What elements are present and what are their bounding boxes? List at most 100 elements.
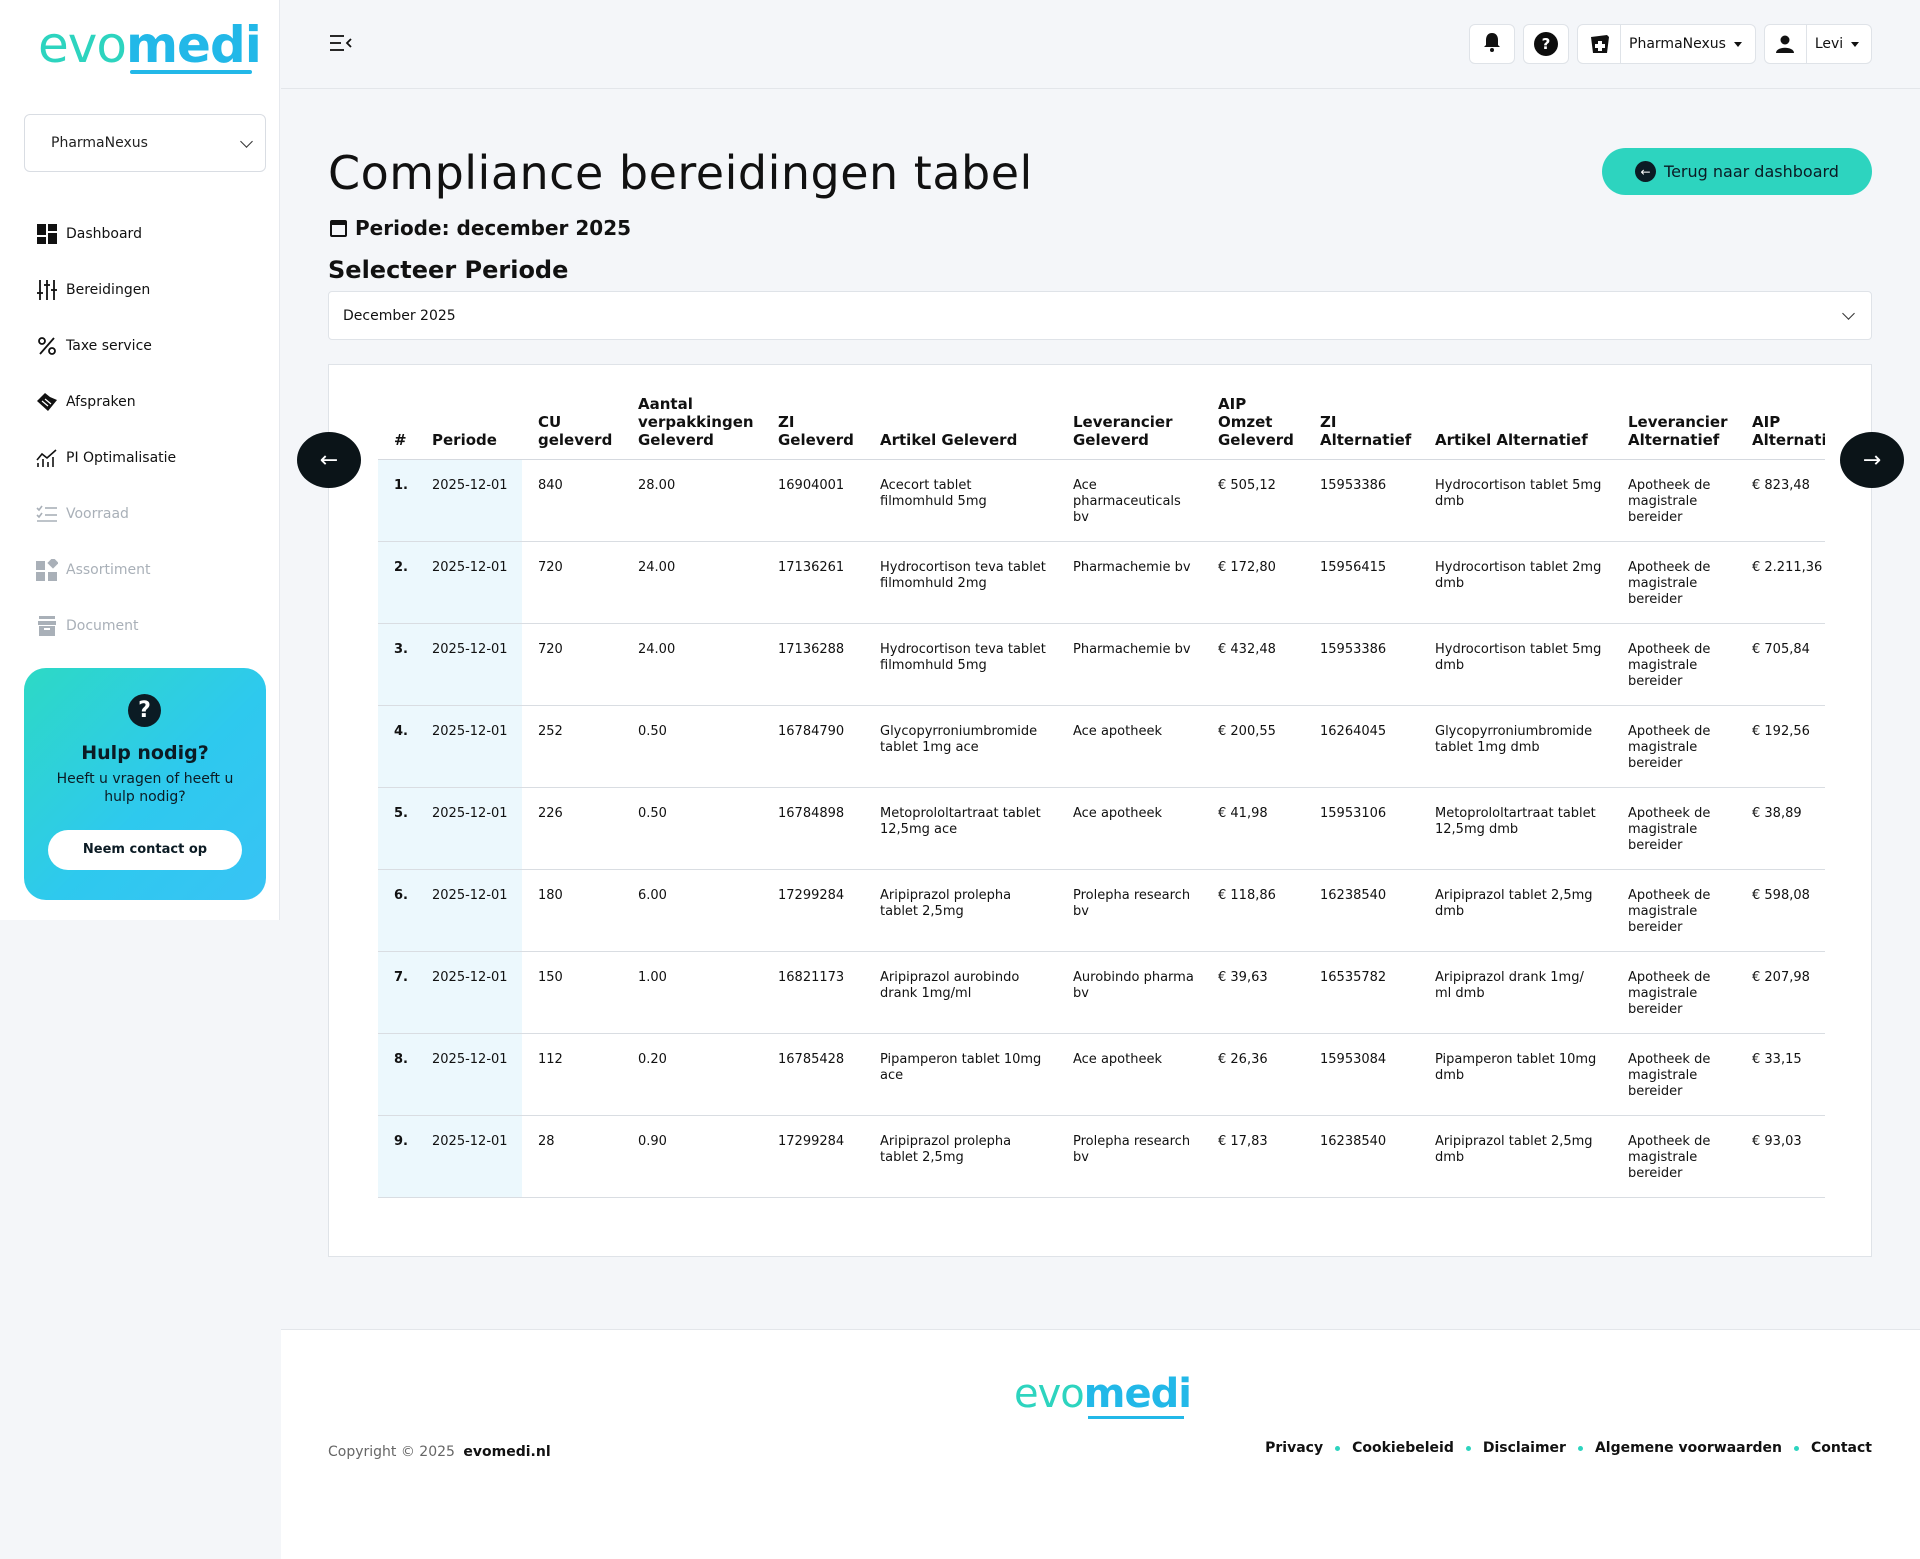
table-cell: € 41,98 <box>1202 787 1304 870</box>
table-cell: € 705,84 <box>1736 623 1825 706</box>
table-cell: Aripiprazol tablet 2,5mg dmb <box>1419 1115 1612 1198</box>
sidebar-item-dashboard[interactable]: Dashboard <box>36 206 176 262</box>
user-name: Levi <box>1814 36 1844 52</box>
table-cell: 15953106 <box>1304 787 1419 870</box>
table-cell: 0.90 <box>622 1115 762 1198</box>
table-cell: 16904001 <box>762 459 864 542</box>
table-cell: 17136261 <box>762 541 864 624</box>
table-cell: Glycopyrroniumbromide tablet 1mg dmb <box>1419 705 1612 788</box>
sidebar-item-afspraken[interactable]: Afspraken <box>36 374 176 430</box>
blocks-icon <box>36 559 58 581</box>
table-row: 4. 2025-12-01 252 0.50 16784790 Glycopyrroniu… <box>378 705 1825 788</box>
table-cell: € 2.211,36 <box>1736 541 1825 624</box>
table-cell: 112 <box>522 1033 622 1116</box>
table-scroll-area[interactable]: # Periode CU geleverd Aantal verpakkinge… <box>378 395 1825 1198</box>
help-text: Heeft u vragen of heeft u hulp nodig? <box>56 771 234 805</box>
chevron-down-icon <box>1842 307 1855 320</box>
caret-down-icon <box>1733 41 1742 47</box>
period-select-value: December 2025 <box>343 307 456 324</box>
logo-underline <box>130 70 252 74</box>
table-cell: € 17,83 <box>1202 1115 1304 1198</box>
table-cell: Acecort tablet filmomhuld 5mg <box>864 459 1057 542</box>
arrow-right-icon: → <box>1862 447 1882 473</box>
footer-link-voorwaarden[interactable]: Algemene voorwaarden <box>1594 1440 1782 1456</box>
footer-link-disclaimer[interactable]: Disclaimer <box>1482 1440 1566 1456</box>
notifications-button[interactable] <box>1469 24 1515 64</box>
top-header: ? PharmaNexus Levi <box>281 0 1920 89</box>
table-card: # Periode CU geleverd Aantal verpakkinge… <box>328 364 1872 1257</box>
copyright: Copyright © 2025 evomedi.nl <box>328 1444 551 1460</box>
table-cell: 150 <box>522 951 622 1034</box>
table-cell: 17299284 <box>762 869 864 952</box>
column-header: ZI Geleverd <box>762 395 864 460</box>
table-row: 3. 2025-12-01 720 24.00 17136288 Hydrocortiso… <box>378 623 1825 706</box>
table-cell: 0.50 <box>622 705 762 788</box>
period-select[interactable]: December 2025 <box>328 291 1872 340</box>
table-cell: 0.50 <box>622 787 762 870</box>
sidebar-item-label: Bereidingen <box>66 282 151 298</box>
table-cell: 840 <box>522 459 622 542</box>
table-row: 1. 2025-12-01 840 28.00 16904001 Acecort tabl… <box>378 459 1825 542</box>
sidebar-item-label: Document <box>66 618 139 634</box>
menu-collapse-icon[interactable] <box>329 33 353 57</box>
column-header: Artikel Geleverd <box>864 395 1057 460</box>
sidebar-item-pi-optimalisatie[interactable]: PI Optimalisatie <box>36 430 176 486</box>
table-cell: Aripiprazol drank 1mg/ ml dmb <box>1419 951 1612 1034</box>
scroll-right-button[interactable]: → <box>1840 432 1904 488</box>
chart-icon <box>36 447 58 469</box>
sidebar-item-assortiment: Assortiment <box>36 542 176 598</box>
contact-button[interactable]: Neem contact op <box>48 830 242 870</box>
question-icon: ? <box>1534 32 1558 56</box>
footer-logo[interactable]: evomedi <box>1014 1371 1192 1417</box>
sidebar-item-bereidingen[interactable]: Bereidingen <box>36 262 176 318</box>
sidebar-item-taxe-service[interactable]: Taxe service <box>36 318 176 374</box>
grid-icon <box>36 223 58 245</box>
footer-logo-underline <box>1088 1416 1184 1419</box>
table-cell: Aurobindo pharma bv <box>1057 951 1202 1034</box>
back-to-dashboard-button[interactable]: ← Terug naar dashboard <box>1602 148 1872 195</box>
pharmacy-dropdown-label: PharmaNexus <box>1629 36 1726 52</box>
footer-link-contact[interactable]: Contact <box>1811 1440 1872 1456</box>
table-cell: 16535782 <box>1304 951 1419 1034</box>
table-cell: 16264045 <box>1304 705 1419 788</box>
table-cell: 15953386 <box>1304 623 1419 706</box>
table-cell: Apotheek de magistrale bereider <box>1612 787 1736 870</box>
logo-text-evo: evo <box>1014 1371 1085 1417</box>
scroll-left-button[interactable]: ← <box>297 432 361 488</box>
column-header: Leverancier Geleverd <box>1057 395 1202 460</box>
footer-link-privacy[interactable]: Privacy <box>1265 1440 1324 1456</box>
footer-link-cookiebeleid[interactable]: Cookiebeleid <box>1352 1440 1454 1456</box>
table-cell: Hydrocortison teva tablet filmomhuld 2mg <box>864 541 1057 624</box>
table-cell: 16784790 <box>762 705 864 788</box>
separator-dot <box>1577 1445 1583 1451</box>
evomedi-logo[interactable]: evomedi <box>38 20 262 70</box>
sidebar-item-label: Assortiment <box>66 562 151 578</box>
table-cell: 17299284 <box>762 1115 864 1198</box>
table-cell: € 200,55 <box>1202 705 1304 788</box>
user-icon <box>1765 25 1807 63</box>
table-cell: € 93,03 <box>1736 1115 1825 1198</box>
site-link[interactable]: evomedi.nl <box>463 1444 551 1460</box>
table-cell: 28 <box>522 1115 622 1198</box>
table-cell: 15953084 <box>1304 1033 1419 1116</box>
table-cell: € 26,36 <box>1202 1033 1304 1116</box>
pharmacy-dropdown[interactable]: PharmaNexus <box>1577 24 1756 64</box>
footer: evomedi Copyright © 2025 evomedi.nl Priv… <box>281 1329 1920 1559</box>
user-dropdown[interactable]: Levi <box>1764 24 1872 64</box>
pharmacy-select[interactable]: PharmaNexus <box>24 114 266 172</box>
sidebar-item-label: Afspraken <box>66 394 136 410</box>
logo-text-evo: evo <box>38 16 127 74</box>
column-header: Aantal verpakkingen Geleverd <box>622 395 762 460</box>
calendar-icon <box>330 219 347 237</box>
sidebar: evomedi PharmaNexus Dashboard Bereidinge… <box>0 0 280 920</box>
sidebar-item-label: Taxe service <box>66 338 152 354</box>
table-cell: 7. <box>378 951 416 1034</box>
table-cell: 2025-12-01 <box>416 869 522 952</box>
column-header: Periode <box>416 395 522 460</box>
table-cell: 720 <box>522 541 622 624</box>
arrow-left-icon: ← <box>1635 161 1657 182</box>
table-row: 2. 2025-12-01 720 24.00 17136261 Hydrocortiso… <box>378 541 1825 624</box>
table-cell: Hydrocortison tablet 5mg dmb <box>1419 459 1612 542</box>
help-button[interactable]: ? <box>1523 24 1569 64</box>
table-cell: € 432,48 <box>1202 623 1304 706</box>
